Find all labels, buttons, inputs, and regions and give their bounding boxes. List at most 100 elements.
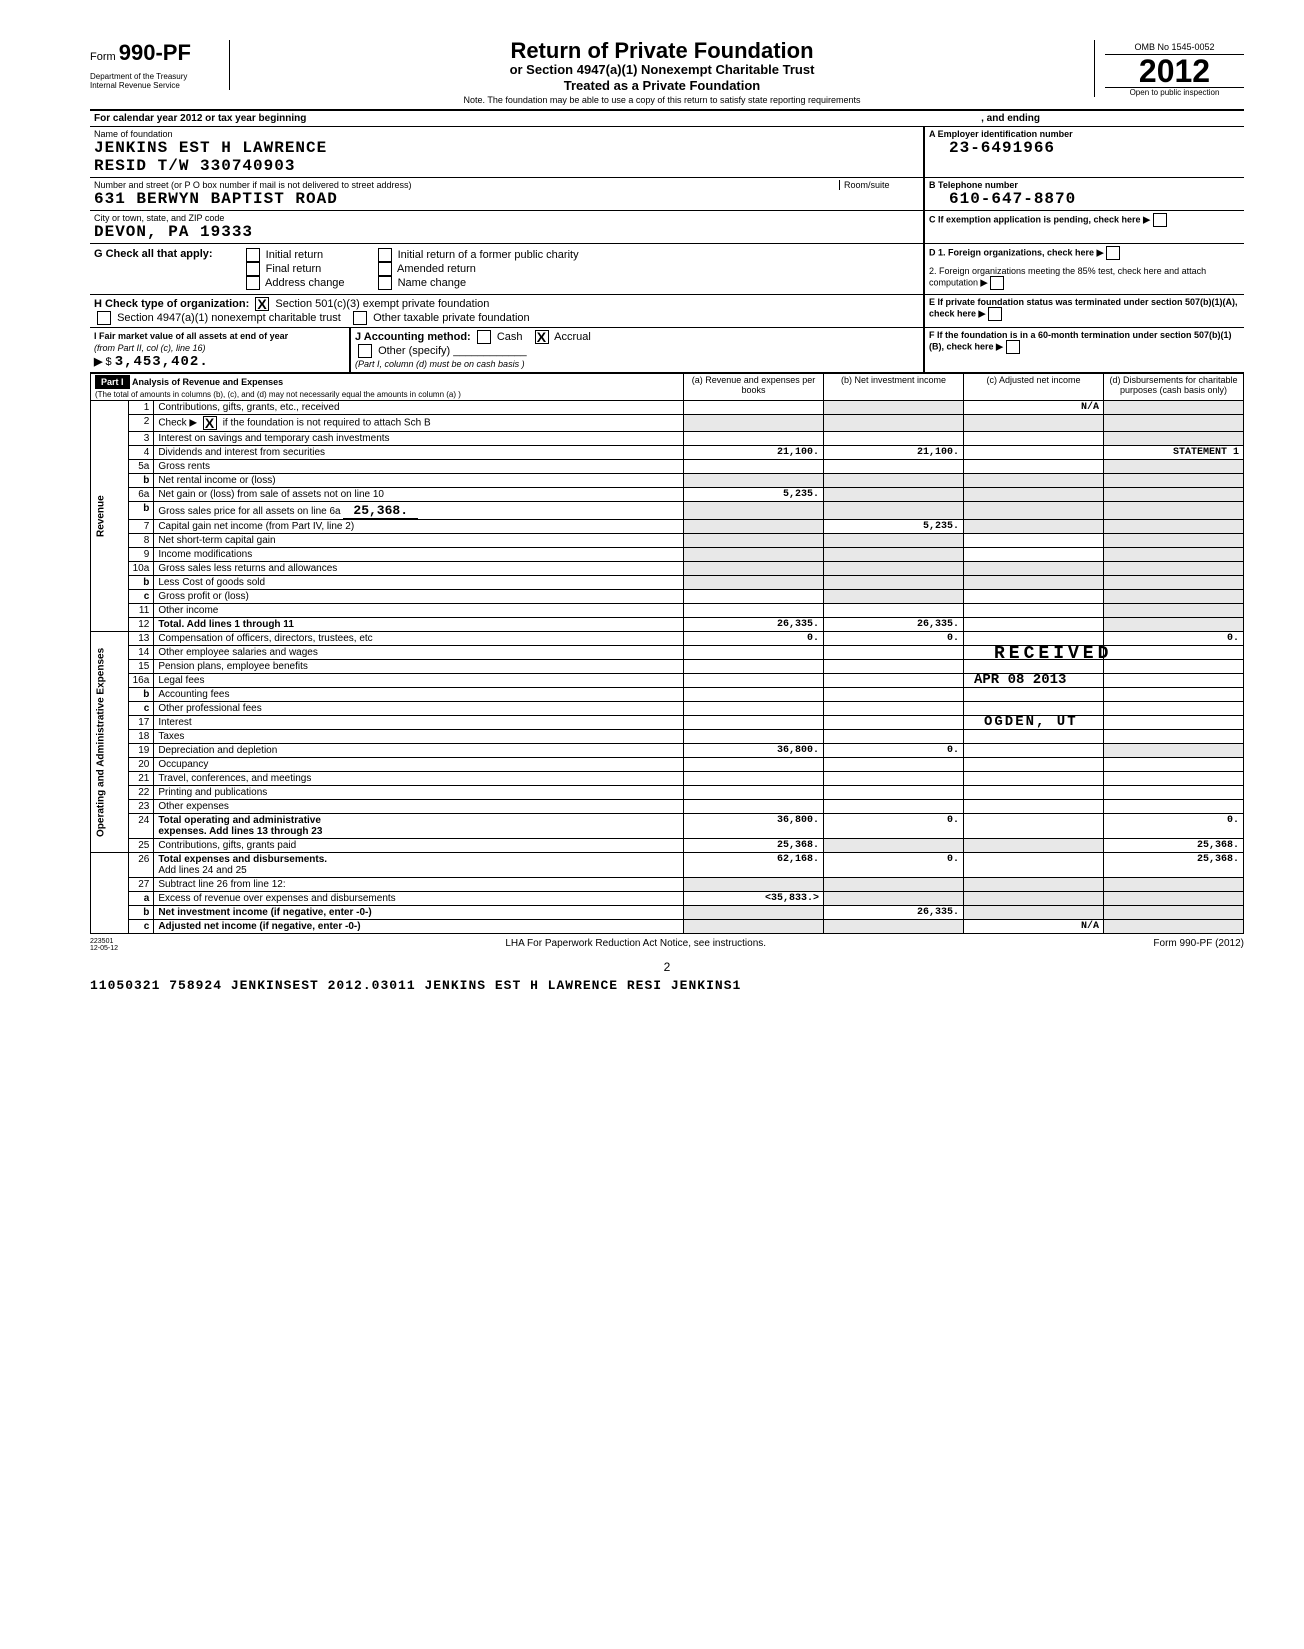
line-22: 22Printing and publications [91, 786, 1244, 800]
sub-title-1: or Section 4947(a)(1) Nonexempt Charitab… [240, 62, 1084, 78]
page-number: 2 [90, 960, 1244, 974]
i-value: 3,453,402. [115, 354, 209, 370]
e-checkbox[interactable] [988, 307, 1002, 321]
line-11: 11Other income [91, 604, 1244, 618]
phone-value: 610-647-8870 [929, 190, 1240, 208]
section-i: I Fair market value of all assets at end… [90, 328, 350, 373]
g-address-checkbox[interactable] [246, 276, 260, 290]
schb-checkbox[interactable] [203, 416, 217, 430]
g-opt-0: Initial return [266, 249, 323, 261]
h-opt1: Section 501(c)(3) exempt private foundat… [275, 298, 489, 310]
line-16b: bAccounting fees [91, 688, 1244, 702]
g-opt-4: Amended return [397, 263, 476, 275]
ein-cell: A Employer identification number 23-6491… [924, 127, 1244, 178]
calendar-row: For calendar year 2012 or tax year begin… [90, 111, 1244, 127]
line-27c: cAdjusted net income (if negative, enter… [91, 920, 1244, 934]
d2-checkbox[interactable] [990, 276, 1004, 290]
section-f: F If the foundation is in a 60-month ter… [924, 328, 1244, 373]
section-g: G Check all that apply: Initial return F… [90, 244, 924, 295]
g-name-checkbox[interactable] [378, 276, 392, 290]
h-opt2: Section 4947(a)(1) nonexempt charitable … [117, 312, 341, 324]
h-4947-checkbox[interactable] [97, 311, 111, 325]
f-checkbox[interactable] [1006, 340, 1020, 354]
title-center: Return of Private Foundation or Section … [230, 40, 1094, 105]
form-number: 990-PF [119, 40, 191, 65]
part1-title: Analysis of Revenue and Expenses [132, 377, 283, 387]
expenses-vert-label: Operating and Administrative Expenses [91, 632, 129, 853]
line-26: 26Total expenses and disbursements.Add l… [91, 853, 1244, 878]
footer-code: 223501 12-05-12 [90, 938, 118, 952]
h-label: H Check type of organization: [94, 298, 249, 310]
g-opt-2: Address change [265, 277, 345, 289]
line-4: 4Dividends and interest from securities2… [91, 446, 1244, 460]
j-other-checkbox[interactable] [358, 344, 372, 358]
d1-checkbox[interactable] [1106, 246, 1120, 260]
ein-label: A Employer identification number [929, 129, 1240, 139]
f-label: F If the foundation is in a 60-month ter… [929, 330, 1232, 351]
street-value: 631 BERWYN BAPTIST ROAD [94, 190, 919, 208]
line-5b: bNet rental income or (loss) [91, 474, 1244, 488]
foundation-name-2: RESID T/W 330740903 [94, 157, 919, 175]
footer-lha: LHA For Paperwork Reduction Act Notice, … [505, 938, 766, 952]
col-b-header: (b) Net investment income [824, 374, 964, 401]
name-label: Name of foundation [94, 129, 919, 139]
sub-title-2: Treated as a Private Foundation [240, 78, 1084, 94]
j-accrual-checkbox[interactable] [535, 330, 549, 344]
line-27b: bNet investment income (if negative, ent… [91, 906, 1244, 920]
form-box: Form 990-PF Department of the Treasury I… [90, 40, 230, 90]
line-1: Revenue 1Contributions, gifts, grants, e… [91, 401, 1244, 415]
line-25: 25Contributions, gifts, grants paid25,36… [91, 839, 1244, 853]
j-label: J Accounting method: [355, 331, 471, 343]
g-opt-3: Initial return of a former public charit… [398, 249, 579, 261]
footer-form: Form 990-PF (2012) [1153, 938, 1244, 952]
line-24: 24Total operating and administrativeexpe… [91, 814, 1244, 839]
city-value: DEVON, PA 19333 [94, 223, 919, 241]
g-label: G Check all that apply: [94, 248, 213, 290]
h-501c3-checkbox[interactable] [255, 297, 269, 311]
j-cash-checkbox[interactable] [477, 330, 491, 344]
line-18: 18Taxes [91, 730, 1244, 744]
g-opt-5: Name change [398, 277, 467, 289]
line-14: 14Other employee salaries and wagesRECEI… [91, 646, 1244, 660]
phone-cell: B Telephone number 610-647-8870 [924, 178, 1244, 211]
d2-label: 2. Foreign organizations meeting the 85%… [929, 266, 1206, 287]
street-label: Number and street (or P O box number if … [94, 180, 839, 190]
section-d: D 1. Foreign organizations, check here ▶… [924, 244, 1244, 295]
exemption-checkbox[interactable] [1153, 213, 1167, 227]
city-cell: City or town, state, and ZIP code DEVON,… [90, 211, 924, 244]
e-label: E If private foundation status was termi… [929, 297, 1238, 318]
main-title: Return of Private Foundation [240, 40, 1084, 62]
line-10a: 10aGross sales less returns and allowanc… [91, 562, 1244, 576]
line-8: 8Net short-term capital gain [91, 534, 1244, 548]
line-12: 12Total. Add lines 1 through 1126,335.26… [91, 618, 1244, 632]
h-other-checkbox[interactable] [353, 311, 367, 325]
g-amended-checkbox[interactable] [378, 262, 392, 276]
j-other: Other (specify) [378, 345, 450, 357]
stamp-date: APR 08 2013 [974, 672, 1066, 688]
line-5a: 5aGross rents [91, 460, 1244, 474]
line-10c: cGross profit or (loss) [91, 590, 1244, 604]
line-3: 3Interest on savings and temporary cash … [91, 432, 1244, 446]
line-20: 20Occupancy [91, 758, 1244, 772]
line-17: 17InterestOGDEN, UT [91, 716, 1244, 730]
i-from: (from Part II, col (c), line 16) [94, 343, 206, 353]
part1-label: Part I [95, 375, 130, 389]
line-10b: bLess Cost of goods sold [91, 576, 1244, 590]
ein-value: 23-6491966 [929, 139, 1240, 157]
foundation-name-1: JENKINS EST H LAWRENCE [94, 139, 919, 157]
revenue-vert-label: Revenue [91, 401, 129, 632]
footer: 223501 12-05-12 LHA For Paperwork Reduct… [90, 938, 1244, 952]
g-former-checkbox[interactable] [378, 248, 392, 262]
line-2: 2Check ▶ if the foundation is not requir… [91, 415, 1244, 432]
cal-end: , and ending [981, 113, 1040, 124]
col-a-header: (a) Revenue and expenses per books [684, 374, 824, 401]
name-cell: Name of foundation JENKINS EST H LAWRENC… [90, 127, 924, 178]
form-header: Form 990-PF Department of the Treasury I… [90, 40, 1244, 105]
line-7: 7Capital gain net income (from Part IV, … [91, 520, 1244, 534]
part1-table: Part I Analysis of Revenue and Expenses … [90, 373, 1244, 934]
g-final-checkbox[interactable] [246, 262, 260, 276]
year-box: OMB No 1545-0052 2012 Open to public ins… [1094, 40, 1244, 97]
j-accrual: Accrual [554, 331, 591, 343]
phone-label: B Telephone number [929, 180, 1240, 190]
g-initial-checkbox[interactable] [246, 248, 260, 262]
